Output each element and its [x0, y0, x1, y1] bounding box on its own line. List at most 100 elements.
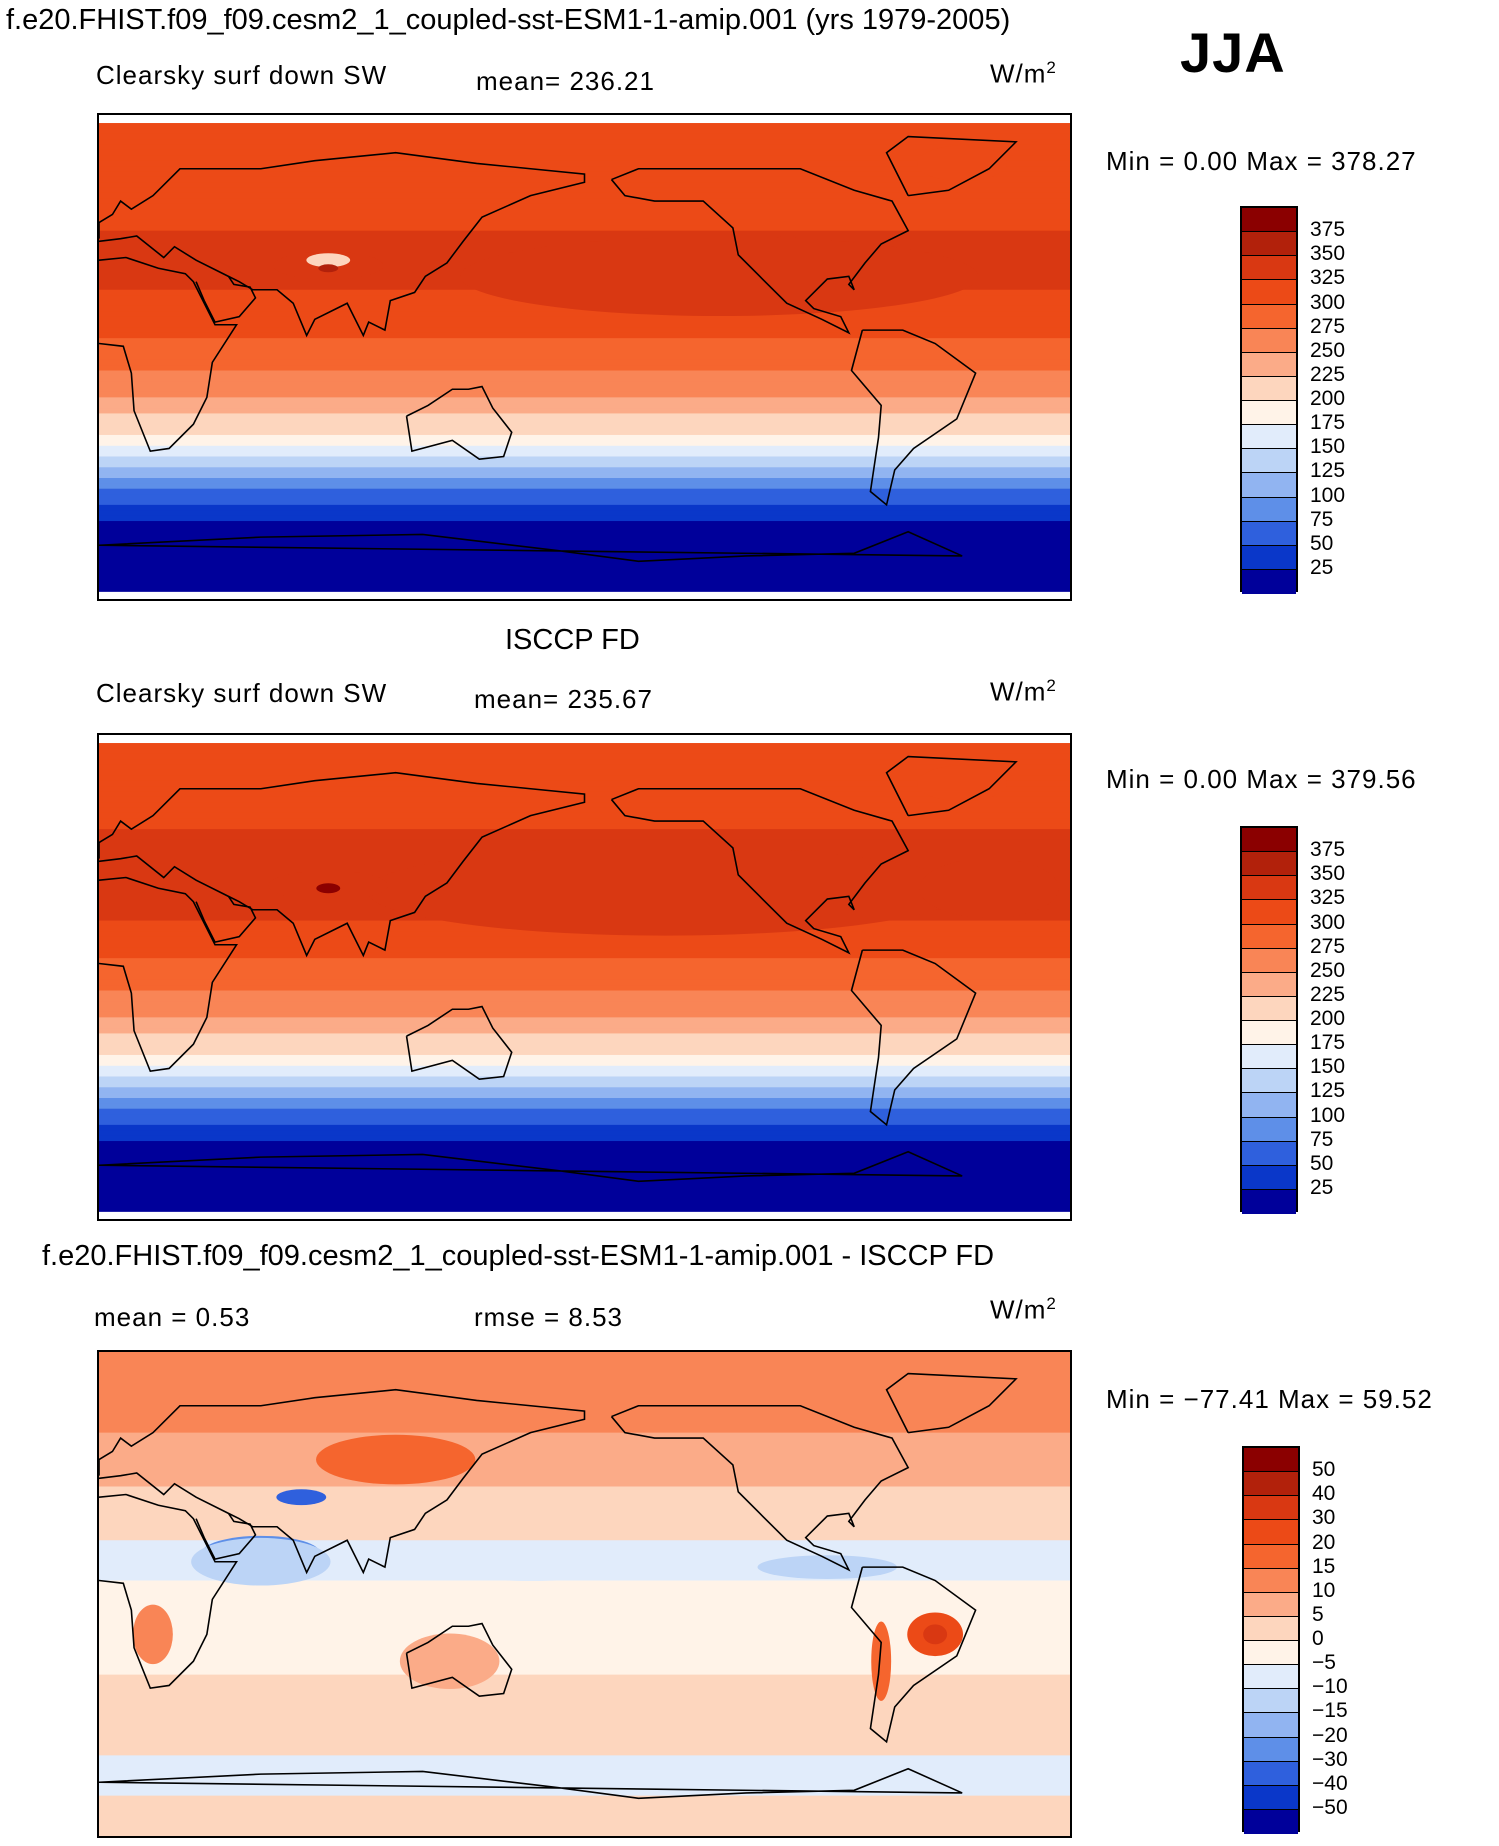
- zonal-band: [99, 440, 1070, 447]
- zonal-band: [99, 1135, 1070, 1143]
- zonal-band: [99, 564, 1070, 571]
- zonal-band: [99, 553, 1070, 560]
- zonal-band: [99, 1044, 1070, 1051]
- zonal-band: [99, 359, 1070, 367]
- zonal-band: [99, 1092, 1070, 1099]
- zonal-band: [99, 381, 1070, 388]
- coastline: [405, 1622, 513, 1697]
- field-feature: [768, 235, 805, 264]
- zonal-band: [99, 203, 1070, 211]
- colorbar-swatch: [1242, 328, 1296, 353]
- colorbar-swatch: [1244, 1641, 1298, 1666]
- zonal-band: [99, 424, 1070, 431]
- colorbar-swatch: [1242, 1165, 1296, 1190]
- colorbar-swatch: [1244, 1761, 1298, 1786]
- diff-band: [99, 1580, 1070, 1622]
- zonal-band: [99, 1119, 1070, 1126]
- field-feature: [460, 236, 979, 317]
- colorbar-tick-label: 25: [1310, 1175, 1334, 1199]
- colorbar-tick-label: −20: [1312, 1723, 1348, 1747]
- zonal-band: [99, 230, 1070, 237]
- diff-band: [99, 1755, 1070, 1797]
- colorbar-swatch: [1242, 352, 1296, 377]
- zonal-band: [99, 472, 1070, 479]
- coastline: [885, 755, 1018, 817]
- colorbar-swatch: [1242, 1141, 1296, 1166]
- zonal-band: [99, 456, 1070, 463]
- zonal-band: [99, 155, 1070, 162]
- zonal-band: [99, 1146, 1070, 1153]
- coastline: [885, 1372, 1018, 1434]
- zonal-band: [99, 1194, 1070, 1202]
- colorbar-tick-label: 225: [1310, 362, 1346, 386]
- coastline: [610, 167, 910, 335]
- colorbar-tick-label: −50: [1312, 1795, 1348, 1819]
- zonal-band: [99, 510, 1070, 517]
- panel3-colorbar: [1242, 1446, 1300, 1834]
- colorbar-swatch: [1242, 924, 1296, 949]
- zonal-band: [99, 408, 1070, 415]
- zonal-band: [99, 936, 1070, 943]
- colorbar-tick-label: 200: [1310, 387, 1346, 410]
- zonal-band: [99, 1103, 1070, 1110]
- zonal-band: [99, 1049, 1070, 1056]
- zonal-band: [99, 823, 1070, 831]
- colorbar-tick-label: 350: [1310, 242, 1346, 266]
- colorbar-tick-label: 30: [1312, 1506, 1336, 1530]
- zonal-band: [99, 1038, 1070, 1046]
- field-feature: [917, 145, 1007, 182]
- zonal-band: [99, 1011, 1070, 1019]
- zonal-band: [99, 748, 1070, 755]
- zonal-band: [99, 225, 1070, 232]
- colorbar-tick-label: 0: [1312, 1627, 1324, 1650]
- panel1-units: W/m2: [990, 58, 1057, 89]
- coastline: [195, 275, 257, 323]
- zonal-band: [99, 1200, 1070, 1207]
- zonal-band: [99, 515, 1070, 523]
- zonal-band: [99, 990, 1070, 997]
- diff-feature: [316, 1434, 476, 1485]
- zonal-band: [99, 1162, 1070, 1169]
- coastline: [99, 1150, 963, 1183]
- panel2-title: ISCCP FD: [505, 624, 640, 656]
- zonal-band: [99, 542, 1070, 549]
- colorbar-tick-label: 200: [1310, 1007, 1346, 1030]
- panel2-units: W/m2: [990, 676, 1057, 707]
- colorbar-tick-label: 325: [1310, 266, 1346, 290]
- colorbar-swatch: [1242, 1189, 1296, 1214]
- zonal-band: [99, 1108, 1070, 1116]
- zonal-band: [99, 397, 1070, 404]
- zonal-band: [99, 316, 1070, 323]
- field-feature: [366, 846, 965, 936]
- zonal-band: [99, 802, 1070, 809]
- colorbar-tick-label: 225: [1310, 982, 1346, 1006]
- colorbar-swatch: [1242, 852, 1296, 877]
- zonal-band: [99, 580, 1070, 587]
- colorbar-tick-label: 5: [1312, 1602, 1324, 1626]
- panel2-map-plot: [99, 743, 1070, 1212]
- colorbar-swatch: [1242, 425, 1296, 450]
- panel3-units: W/m2: [990, 1294, 1057, 1325]
- coastline: [99, 256, 238, 452]
- diff-feature: [871, 1621, 892, 1701]
- zonal-band: [99, 807, 1070, 814]
- zonal-band: [99, 574, 1070, 582]
- zonal-band: [99, 1054, 1070, 1062]
- colorbar-swatch: [1244, 1785, 1298, 1810]
- zonal-band: [99, 1157, 1070, 1164]
- colorbar-swatch: [1242, 449, 1296, 474]
- zonal-band: [99, 974, 1070, 981]
- colorbar-tick-label: 125: [1310, 1079, 1346, 1103]
- zonal-band: [99, 743, 1070, 750]
- zonal-band: [99, 531, 1070, 539]
- zonal-band: [99, 1184, 1070, 1191]
- panel2-colorbar: [1240, 826, 1298, 1214]
- zonal-band: [99, 182, 1070, 189]
- colorbar-tick-label: −10: [1312, 1675, 1348, 1699]
- coastline: [99, 1493, 238, 1689]
- coastline: [850, 1566, 977, 1744]
- colorbar-swatch: [1244, 1737, 1298, 1762]
- colorbar-swatch: [1242, 876, 1296, 901]
- zonal-band: [99, 968, 1070, 976]
- zonal-band: [99, 128, 1070, 135]
